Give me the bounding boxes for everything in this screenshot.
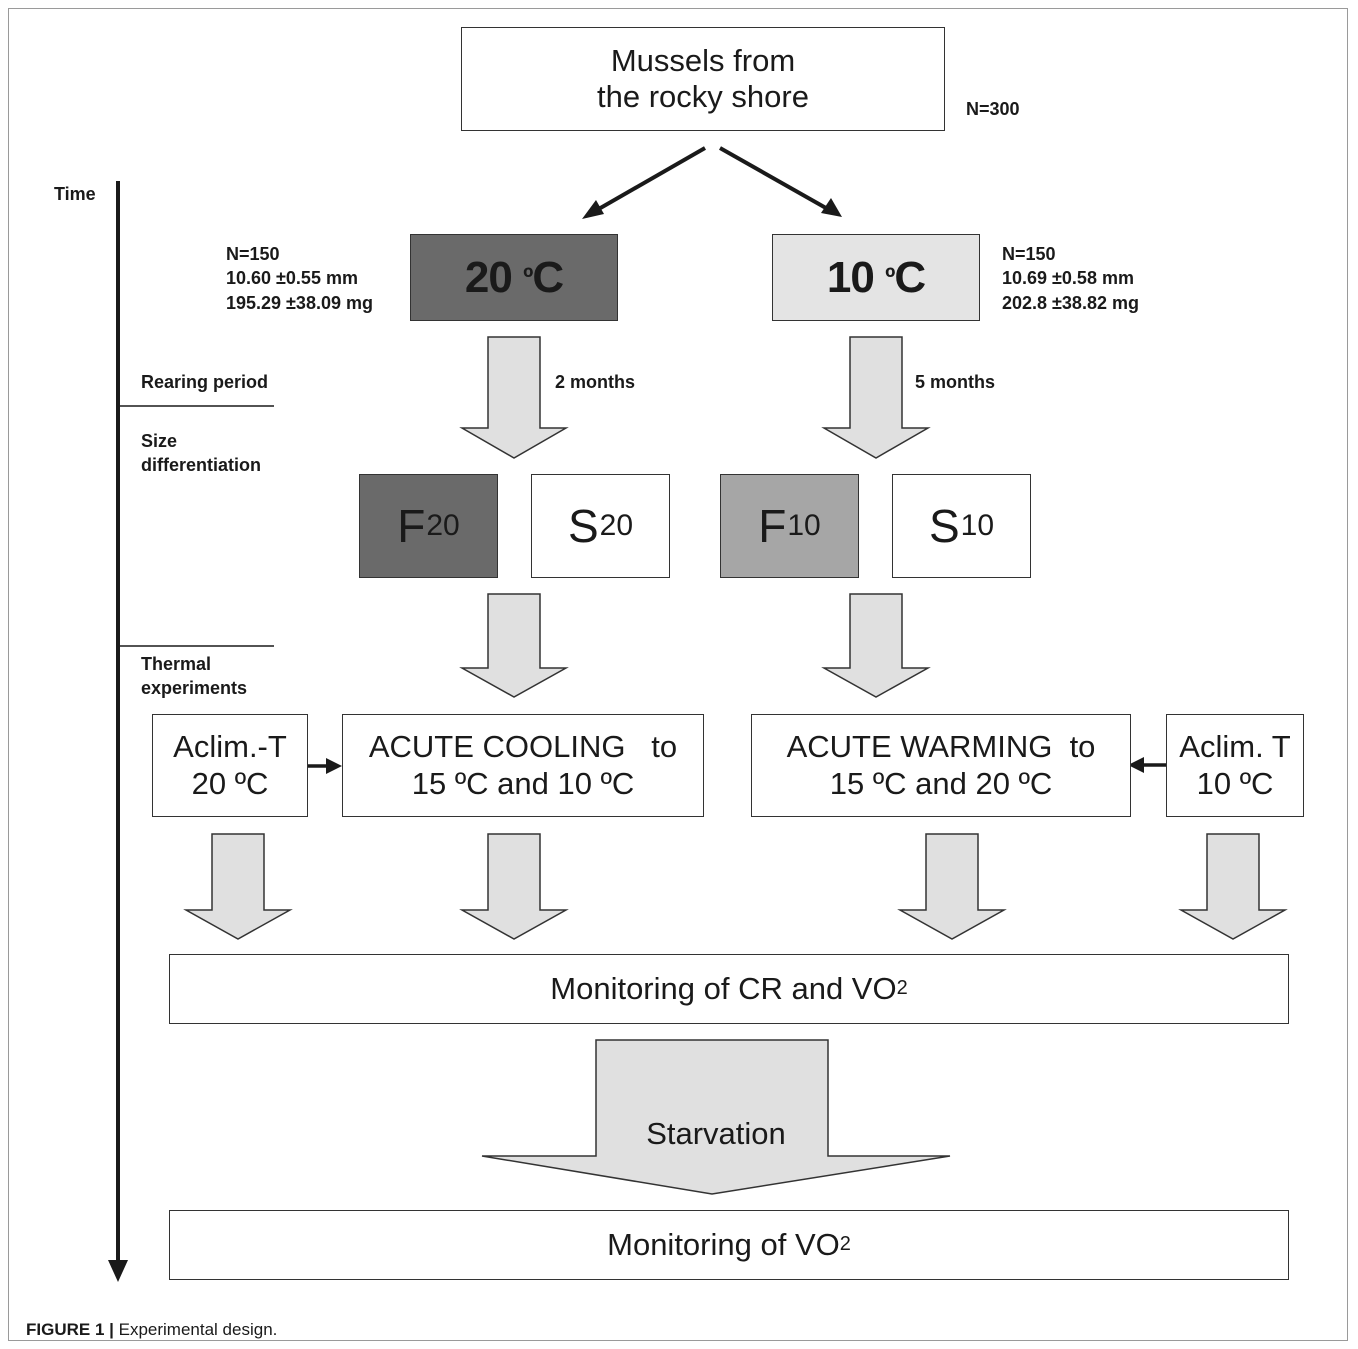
- warm-weight: 195.29 ±38.09 mg: [226, 292, 373, 313]
- cold-length: 10.69 ±0.58 mm: [1002, 268, 1134, 289]
- acute-warming-box: ACUTE WARMING to 15 ºC and 20 ºC: [751, 714, 1131, 817]
- block-arrow-starvation: [481, 1039, 951, 1195]
- source-title-line2: the rocky shore: [597, 79, 809, 114]
- figure-caption-text: Experimental design.: [113, 1320, 278, 1339]
- cold-weight: 202.8 ±38.82 mg: [1002, 292, 1139, 313]
- monitoring-vo2-box: Monitoring of VO 2: [169, 1210, 1289, 1280]
- split-arrow-right: [719, 146, 834, 214]
- figure-caption-label: FIGURE 1 |: [26, 1320, 114, 1339]
- warm-length: 10.60 ±0.55 mm: [226, 268, 358, 289]
- split-arrow-left: [589, 146, 706, 216]
- time-axis-arrowhead: [108, 1260, 128, 1282]
- block-arrow-warming: [897, 833, 1007, 940]
- fast-20-box: F 20: [359, 474, 498, 578]
- thermal-experiments-label: Thermal experiments: [141, 654, 248, 699]
- slow-20-box: S 20: [531, 474, 670, 578]
- aclim-10-box: Aclim. T 10 ºC: [1166, 714, 1304, 817]
- block-arrow-rearing-20: [459, 336, 569, 459]
- starvation-label: Starvation: [646, 1116, 786, 1151]
- acute-cooling-box: ACUTE COOLING to 15 ºC and 10 ºC: [342, 714, 704, 817]
- warm-group-stats: N=150 10.60 ±0.55 mm 195.29 ±38.09 mg: [226, 242, 373, 315]
- block-arrow-aclim-20: [183, 833, 293, 940]
- figure-frame: [8, 8, 1348, 1341]
- cold-n: N=150: [1002, 244, 1056, 264]
- block-arrow-aclim-10: [1178, 833, 1288, 940]
- slow-10-box: S 10: [892, 474, 1031, 578]
- figure-caption: FIGURE 1 | Experimental design.: [26, 1320, 277, 1340]
- fast-10-box: F 10: [720, 474, 859, 578]
- block-arrow-thermal-10: [821, 593, 931, 698]
- block-arrow-rearing-10: [821, 336, 931, 459]
- time-label: Time: [54, 184, 96, 204]
- rearing-period-label: Rearing period: [141, 372, 269, 392]
- total-n-label: N=300: [966, 99, 1020, 119]
- cold-group-stats: N=150 10.69 ±0.58 mm 202.8 ±38.82 mg: [1002, 242, 1139, 315]
- warm-n: N=150: [226, 244, 280, 264]
- source-title-line1: Mussels from: [610, 42, 796, 78]
- size-differentiation-label: Size differentiation: [141, 431, 261, 476]
- block-arrow-thermal-20: [459, 593, 569, 698]
- source-population-box: Mussels from the rocky shore: [461, 27, 945, 131]
- aclim-20-box: Aclim.-T 20 ºC: [152, 714, 308, 817]
- cold-rearing-duration: 5 months: [915, 372, 996, 392]
- monitoring-cr-vo2-box: Monitoring of CR and VO 2: [169, 954, 1289, 1024]
- warm-rearing-duration: 2 months: [555, 372, 636, 392]
- block-arrow-cooling: [459, 833, 569, 940]
